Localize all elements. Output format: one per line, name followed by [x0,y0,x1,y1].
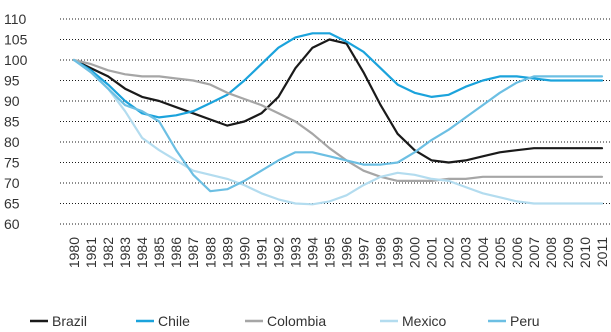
series-line-colombia [72,58,604,182]
x-tick-label: 1999 [390,237,406,268]
x-tick-label: 1998 [373,237,389,268]
legend-label: Mexico [402,313,447,329]
y-tick-label: 95 [4,73,20,89]
x-tick-label: 2011 [594,237,610,267]
legend-label: Peru [510,313,540,329]
y-tick-label: 110 [4,11,27,27]
x-tick-label: 1982 [100,237,116,268]
series-line-peru [72,58,604,193]
x-tick-label: 1988 [202,237,218,268]
x-tick-label: 2005 [492,237,508,268]
y-tick-label: 65 [4,196,20,212]
x-tick-label: 1980 [66,237,82,268]
y-tick-label: 85 [4,114,20,130]
series-line-mexico [72,58,604,206]
y-tick-label: 75 [4,155,20,171]
x-tick-label: 1993 [287,237,303,268]
series-line-chile [72,32,604,119]
gridlines [60,18,611,225]
x-tick-label: 1994 [304,237,320,268]
x-tick-label: 1991 [253,237,269,268]
x-tick-label: 2009 [560,237,576,268]
y-tick-label: 70 [4,175,20,191]
x-tick-label: 1997 [356,237,372,268]
legend-label: Colombia [267,313,326,329]
x-tick-label: 2007 [526,237,542,268]
legend-label: Brazil [52,313,87,329]
x-tick-label: 2004 [475,237,491,268]
series-lines [72,32,604,206]
x-tick-label: 1983 [117,237,133,268]
x-tick-label: 1987 [185,237,201,268]
legend: Brazil Chile Colombia Mexico Peru [30,313,540,329]
x-tick-label: 1995 [321,237,337,268]
x-tick-label: 2000 [407,237,423,268]
x-tick-label: 2006 [509,237,525,268]
x-tick-label: 2001 [424,237,440,268]
x-tick-label: 2010 [577,237,593,268]
y-tick-label: 80 [4,134,20,150]
y-tick-label: 100 [4,52,28,68]
x-tick-label: 1986 [168,237,184,268]
x-tick-label: 1990 [236,237,252,268]
x-tick-label: 1996 [339,237,355,268]
y-tick-label: 105 [4,32,28,48]
y-tick-label: 90 [4,93,20,109]
x-axis-ticks: 1980 1981 1982 1983 1984 1985 1986 1987 1988 1989… [66,237,610,268]
y-tick-label: 60 [4,216,20,232]
x-tick-label: 1989 [219,237,235,268]
x-tick-label: 2002 [441,237,457,268]
x-tick-label: 1992 [270,237,286,268]
x-tick-label: 1985 [151,237,167,268]
y-axis-ticks: 60 65 70 75 80 85 90 95 100 105 110 [4,11,28,232]
x-tick-label: 2008 [543,237,559,268]
x-tick-label: 2003 [458,237,474,268]
x-tick-label: 1984 [134,237,150,268]
series-line-brazil [72,38,604,164]
legend-label: Chile [158,313,190,329]
x-tick-label: 1981 [83,237,99,268]
